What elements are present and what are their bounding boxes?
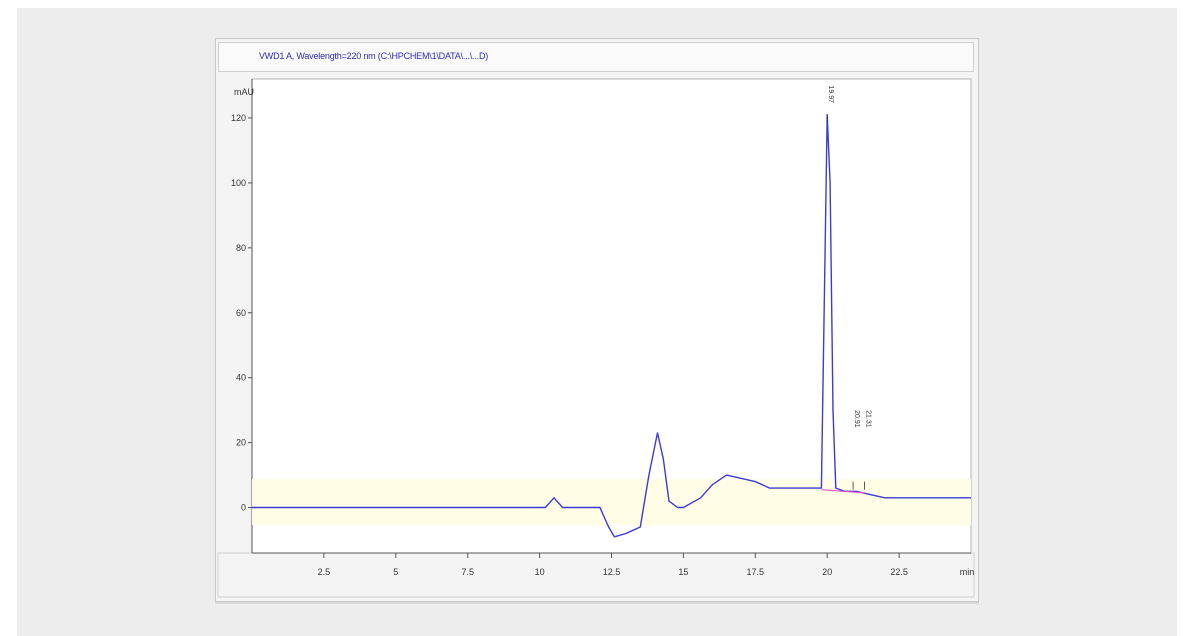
y-tick-label: 100 [231, 178, 246, 188]
x-tick-label: 5 [393, 567, 398, 577]
chromatogram-window: VWD1 A, Wavelength=220 nm (C:\HPCHEM\1\D… [215, 38, 979, 602]
signal-title: VWD1 A, Wavelength=220 nm (C:\HPCHEM\1\D… [259, 51, 489, 61]
x-tick-label: 22.5 [890, 567, 908, 577]
baseline-band [252, 479, 971, 525]
x-tick-label: 12.5 [603, 567, 621, 577]
chromatogram-chart: 0 20 40 60 80 100 120 2.5 5 7.5 10 12.5 15 17.5 20 22.… [217, 78, 975, 598]
x-unit-label: min [960, 567, 975, 577]
x-tick-label: 20 [822, 567, 832, 577]
peak-label: 19.97 [827, 85, 834, 103]
x-tick-label: 2.5 [318, 567, 331, 577]
x-tick-label: 10 [535, 567, 545, 577]
y-tick-label: 120 [231, 113, 246, 123]
x-tick-label: 17.5 [747, 567, 765, 577]
plot-area [251, 78, 972, 554]
y-tick-label: 60 [236, 308, 246, 318]
x-tick-label: 15 [678, 567, 688, 577]
y-unit-label: mAU [234, 87, 254, 97]
y-tick-label: 40 [236, 373, 246, 383]
signal-title-bar: VWD1 A, Wavelength=220 nm (C:\HPCHEM\1\D… [218, 42, 974, 72]
peak-label: 21.31 [865, 410, 872, 428]
integration-baseline [821, 489, 865, 494]
peak-label: 20.91 [853, 410, 860, 428]
x-tick-label: 7.5 [461, 567, 474, 577]
y-tick-label: 20 [236, 438, 246, 448]
x-axis-band [217, 552, 975, 598]
y-tick-label: 0 [241, 503, 246, 513]
signal-trace [252, 113, 971, 538]
y-tick-label: 80 [236, 243, 246, 253]
